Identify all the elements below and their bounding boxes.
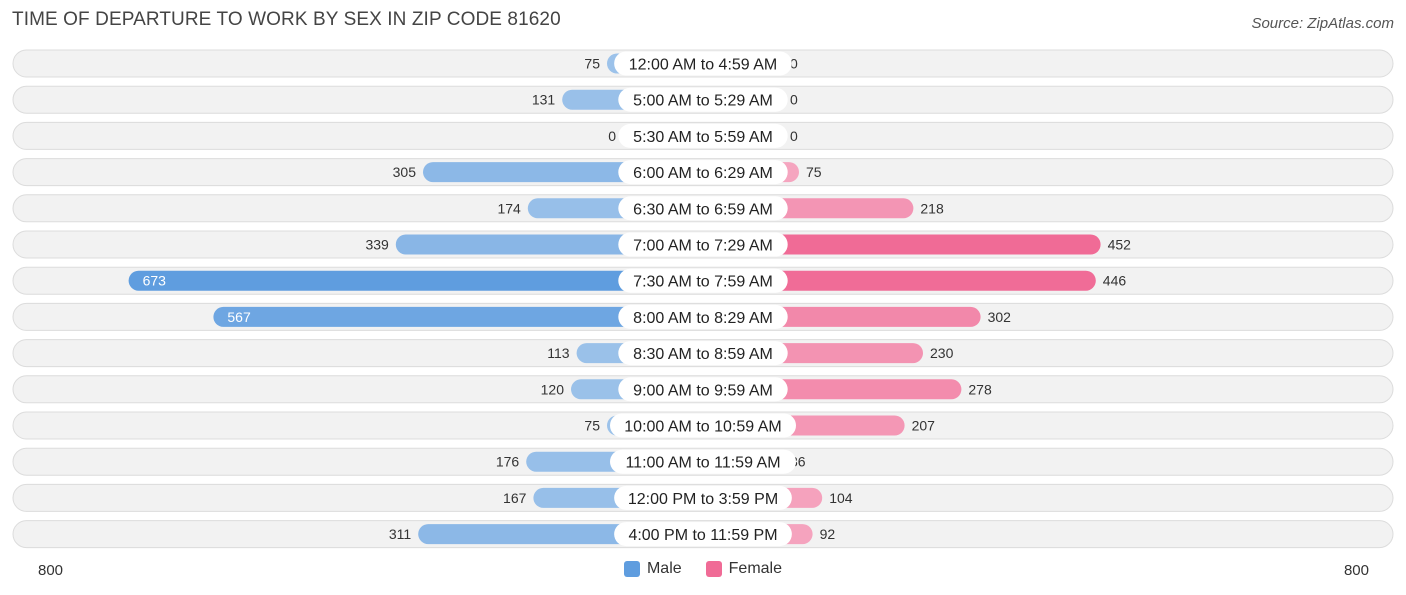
female-value-label: 446 [1103,273,1127,289]
male-bar [213,306,703,327]
male-value-label: 75 [584,418,600,434]
male-value-label: 339 [365,237,389,253]
female-bar [703,234,1101,255]
male-value-label: 311 [389,526,412,542]
category-label: 7:30 AM to 7:59 AM [633,274,773,291]
category-label: 7:00 AM to 7:29 AM [633,238,773,255]
category-pill [618,160,788,185]
male-value-label: 174 [497,200,521,216]
category-pill [610,413,796,438]
female-value-label: 452 [1108,237,1132,253]
category-pill [614,485,792,510]
category-label: 10:00 AM to 10:59 AM [624,419,781,436]
male-value-label: 305 [393,164,417,180]
female-value-label: 92 [820,526,836,542]
female-value-label: 75 [806,164,822,180]
legend-swatch-female [705,561,722,577]
female-bar [703,270,1096,291]
category-pill [618,123,788,148]
female-value-label: 104 [829,490,853,506]
category-label: 5:30 AM to 5:59 AM [633,129,773,146]
female-value-label: 207 [912,418,936,434]
legend-label-female: Female [728,560,783,577]
male-value-label: 0 [608,128,616,144]
female-value-label: 230 [930,345,954,361]
legend: Male Female [0,560,1406,578]
category-pill [618,377,788,402]
category-label: 11:00 AM to 11:59 AM [625,455,780,472]
female-value-label: 0 [790,56,798,72]
female-value-label: 278 [968,381,992,397]
category-pill [618,268,788,293]
male-bar [128,270,704,291]
category-label: 8:30 AM to 8:59 AM [633,346,773,363]
category-label: 6:00 AM to 6:29 AM [633,165,773,182]
female-value-label: 0 [790,92,798,108]
chart-title: TIME OF DEPARTURE TO WORK BY SEX IN ZIP … [12,9,561,30]
category-label: 6:30 AM to 6:59 AM [633,201,773,218]
category-pill [618,304,788,329]
category-pill [610,449,796,474]
category-pill [618,196,788,221]
male-value-label: 113 [547,345,570,361]
category-label: 8:00 AM to 8:29 AM [633,310,773,327]
legend-item-female[interactable]: Female [705,560,783,578]
male-value-label: 673 [143,273,167,289]
category-pill [614,51,792,76]
axis-right-label: 800 [1343,562,1369,579]
category-label: 5:00 AM to 5:29 AM [633,93,773,110]
female-value-label: 0 [790,128,798,144]
axis-left-label: 800 [38,562,64,579]
female-value-label: 218 [920,200,944,216]
category-pill [618,341,788,366]
male-value-label: 176 [496,454,520,470]
source-note: Source: ZipAtlas.com [1251,15,1394,32]
category-pill [618,87,788,112]
category-label: 9:00 AM to 9:59 AM [633,382,773,399]
male-value-label: 567 [227,309,251,325]
male-value-label: 75 [584,56,600,72]
male-value-label: 131 [532,92,556,108]
legend-label-male: Male [646,560,682,577]
female-value-label: 302 [988,309,1012,325]
chart-svg: 75 0 12:00 AM to 4:59 AM 131 0 5:00 AM to 5:2… [12,49,1394,549]
male-value-label: 167 [503,490,527,506]
category-pill [618,232,788,257]
category-pill [614,522,792,547]
category-label: 12:00 AM to 4:59 AM [629,57,778,74]
legend-swatch-male [623,561,640,577]
category-label: 4:00 PM to 11:59 PM [628,527,777,544]
legend-item-male[interactable]: Male [623,560,682,578]
male-value-label: 120 [541,381,565,397]
category-label: 12:00 PM to 3:59 PM [628,491,778,508]
